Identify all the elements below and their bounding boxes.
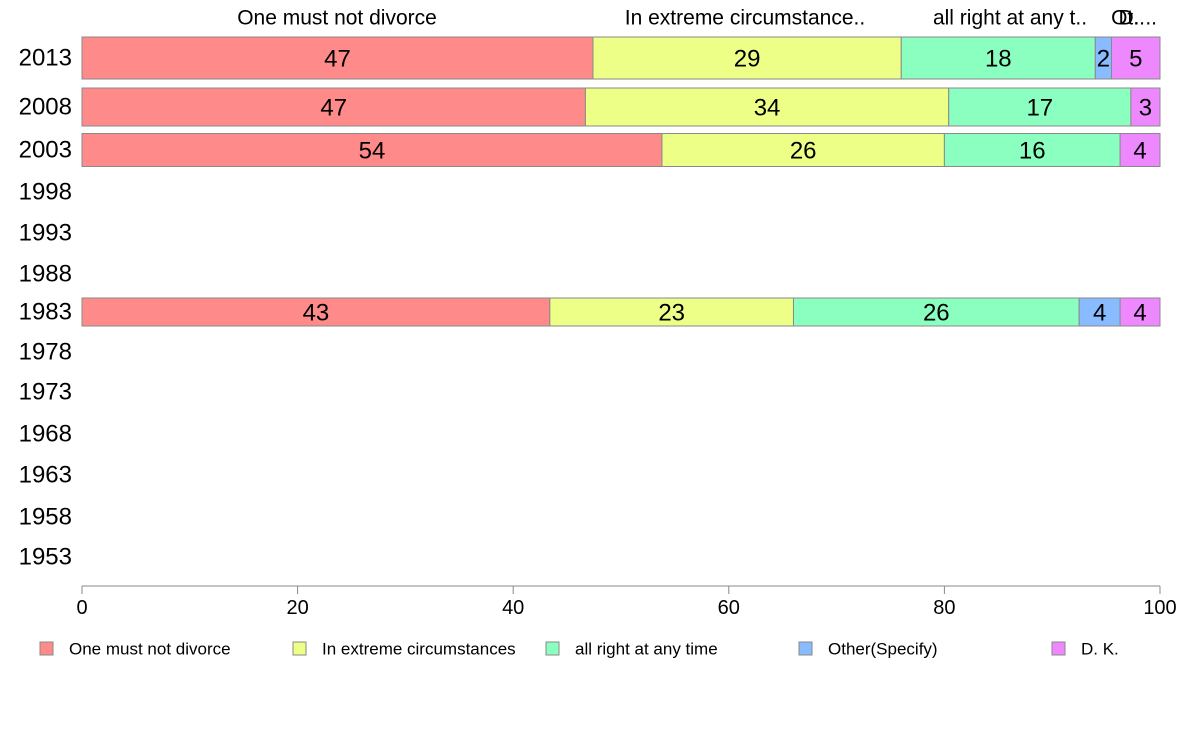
- legend-swatch-2: [545, 641, 560, 656]
- bar-segment-1983-3: [1078, 297, 1121, 327]
- bar-segment-1983-1: [549, 297, 794, 327]
- data-label-2008-1: 34: [754, 95, 781, 122]
- legend-swatch-0: [39, 641, 54, 656]
- year-label-1998: 1998: [19, 179, 72, 206]
- x-tick-label-60: 60: [718, 597, 740, 619]
- x-tick-label-20: 20: [286, 597, 308, 619]
- x-tick-label-40: 40: [502, 597, 524, 619]
- year-label-1963: 1963: [19, 462, 72, 489]
- bar-segment-2013-2: [900, 36, 1096, 80]
- data-label-1983-4: 4: [1133, 300, 1146, 327]
- legend-label-4: D. K.: [1081, 640, 1119, 659]
- year-label-2008: 2008: [19, 94, 72, 121]
- legend-label-1: In extreme circumstances: [322, 640, 516, 659]
- year-label-2013: 2013: [19, 45, 72, 72]
- data-label-2003-2: 16: [1019, 138, 1046, 165]
- data-label-2013-2: 18: [985, 46, 1012, 73]
- legend-swatch-1: [292, 641, 307, 656]
- data-label-1983-0: 43: [303, 300, 330, 327]
- data-label-2003-0: 54: [359, 138, 386, 165]
- x-tick-label-80: 80: [933, 597, 955, 619]
- bar-segment-2008-0: [81, 87, 586, 127]
- data-label-2013-1: 29: [734, 46, 761, 73]
- legend-label-3: Other(Specify): [828, 640, 938, 659]
- bar-segment-2003-0: [81, 133, 663, 167]
- data-label-2013-3: 2: [1097, 46, 1110, 73]
- data-label-2003-4: 4: [1133, 138, 1146, 165]
- data-label-2008-2: 17: [1026, 95, 1053, 122]
- top-label-2: all right at any t..: [933, 7, 1087, 30]
- year-label-1953: 1953: [19, 544, 72, 571]
- bar-segment-2003-4: [1119, 133, 1161, 167]
- year-label-1993: 1993: [19, 220, 72, 247]
- legend-label-2: all right at any time: [575, 640, 718, 659]
- data-label-2013-4: 5: [1129, 46, 1142, 73]
- bar-segment-1983-4: [1119, 297, 1161, 327]
- data-label-1983-2: 26: [923, 300, 950, 327]
- x-tick-label-100: 100: [1143, 597, 1176, 619]
- legend-swatch-3: [798, 641, 813, 656]
- bar-segment-2008-4: [1130, 87, 1161, 127]
- bar-segment-2008-2: [948, 87, 1132, 127]
- year-label-2003: 2003: [19, 137, 72, 164]
- top-label-1: In extreme circumstance..: [625, 7, 865, 30]
- year-label-1973: 1973: [19, 379, 72, 406]
- legend-label-0: One must not divorce: [69, 640, 231, 659]
- data-label-2008-0: 47: [320, 95, 347, 122]
- bar-segment-2003-2: [943, 133, 1121, 167]
- top-label-4: D. ..: [1118, 7, 1157, 30]
- year-label-1968: 1968: [19, 421, 72, 448]
- data-label-2013-0: 47: [324, 46, 351, 73]
- bar-segment-1983-2: [792, 297, 1080, 327]
- year-label-1983: 1983: [19, 299, 72, 326]
- data-label-1983-3: 4: [1093, 300, 1106, 327]
- bar-segment-2003-1: [661, 133, 945, 167]
- year-label-1958: 1958: [19, 504, 72, 531]
- top-label-0: One must not divorce: [237, 7, 437, 30]
- data-label-1983-1: 23: [658, 300, 685, 327]
- top-label-3: Ot..: [1111, 7, 1145, 30]
- year-label-1988: 1988: [19, 261, 72, 288]
- bar-segment-1983-0: [81, 297, 551, 327]
- x-tick-label-0: 0: [76, 597, 87, 619]
- bar-segment-2013-1: [592, 36, 902, 80]
- data-label-2008-4: 3: [1139, 95, 1152, 122]
- data-label-2003-1: 26: [790, 138, 817, 165]
- bar-segment-2013-0: [81, 36, 594, 80]
- bar-segment-2008-1: [584, 87, 950, 127]
- legend-swatch-4: [1051, 641, 1066, 656]
- year-label-1978: 1978: [19, 339, 72, 366]
- bar-segment-2013-4: [1110, 36, 1161, 80]
